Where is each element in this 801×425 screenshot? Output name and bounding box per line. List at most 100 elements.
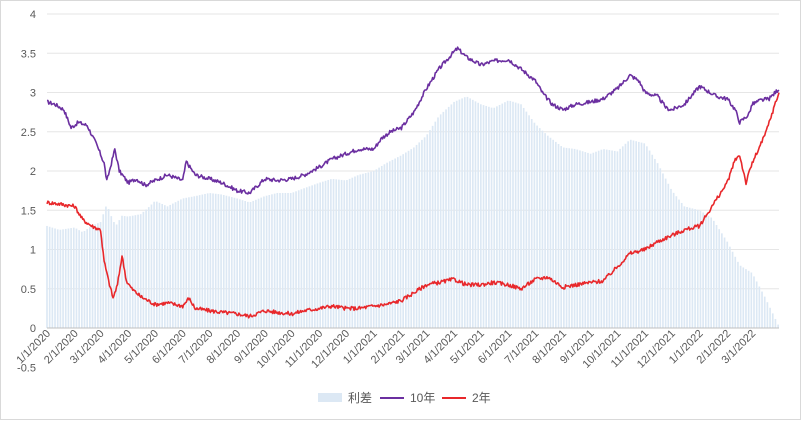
spread-bar: [405, 152, 407, 328]
spread-bar: [504, 102, 506, 329]
spread-bar: [46, 225, 48, 328]
spread-bar: [769, 307, 771, 328]
spread-bar: [364, 173, 367, 328]
spread-bar: [608, 150, 611, 328]
spread-bar: [530, 118, 533, 329]
spread-bar: [209, 193, 212, 328]
spread-bar: [263, 196, 265, 328]
y-tick-label: 4: [30, 9, 36, 21]
spread-bar: [297, 190, 300, 328]
spread-bar: [488, 106, 490, 328]
spread-bar: [627, 141, 629, 328]
spread-bar: [694, 209, 696, 328]
y-tick-label: 2: [30, 166, 36, 178]
spread-bar: [190, 196, 193, 328]
spread-bar: [91, 225, 94, 328]
spread-bar: [584, 152, 587, 328]
spread-bar: [48, 226, 51, 328]
spread-bar: [447, 106, 450, 328]
spread-bar: [648, 150, 651, 328]
yield-lines: [46, 46, 780, 319]
spread-bar: [182, 198, 185, 328]
spread-bar: [145, 209, 147, 328]
spread-bar: [56, 229, 59, 328]
spread-bar: [771, 313, 774, 328]
spread-bar: [94, 224, 97, 328]
spread-bar: [493, 107, 496, 328]
spread-bar: [445, 109, 447, 328]
spread-bar: [696, 209, 699, 328]
spread-bar: [525, 111, 528, 329]
spread-bar: [284, 192, 287, 328]
spread-bar: [137, 214, 139, 328]
spread-bar: [482, 105, 485, 328]
spread-bar: [305, 187, 308, 328]
spread-bar: [761, 291, 763, 328]
spread-bar: [198, 195, 201, 328]
spread-bar: [247, 201, 249, 328]
spread-bar: [595, 151, 597, 328]
spread-bar: [78, 230, 80, 328]
spread-bar: [453, 101, 455, 328]
spread-bar: [750, 272, 753, 328]
spread-bar: [672, 192, 675, 328]
spread-bar: [89, 227, 91, 328]
spread-bar: [777, 324, 779, 328]
spread-bar: [72, 227, 75, 328]
spread-bar: [579, 150, 581, 328]
spread-bar: [316, 183, 319, 328]
spread-bar: [386, 162, 388, 328]
spread-bar: [410, 149, 413, 328]
spread-bar: [121, 215, 123, 328]
spread-bar: [635, 141, 638, 328]
spread-bar: [686, 207, 688, 328]
spread-bar: [185, 197, 188, 328]
spread-bar: [59, 229, 62, 328]
spread-bar: [501, 103, 504, 328]
spread-bar: [554, 141, 557, 328]
spread-bar: [755, 281, 758, 328]
spread-bar: [745, 269, 747, 328]
spread-bar: [166, 206, 169, 328]
spread-bar: [431, 125, 434, 328]
spread-bar: [466, 96, 469, 329]
spread-bar: [126, 216, 129, 328]
spread-bar: [619, 148, 621, 328]
y-tick-label: 1.5: [21, 205, 36, 217]
spread-bar: [774, 318, 777, 328]
spread-bar: [370, 171, 372, 328]
spread-bar: [244, 200, 247, 328]
spread-bar: [255, 199, 257, 328]
spread-bar: [338, 179, 340, 328]
spread-bar: [592, 152, 595, 328]
spread-bar: [643, 143, 646, 328]
spread-bar: [281, 192, 284, 328]
spread-bar: [134, 215, 137, 328]
spread-bar: [718, 229, 721, 328]
spread-bar: [107, 209, 110, 328]
spread-bar: [362, 173, 364, 328]
spread-bar: [204, 193, 206, 328]
spread-bar: [236, 198, 238, 328]
spread-bar: [763, 296, 766, 328]
spread-bar: [477, 102, 479, 328]
spread-bar: [536, 125, 538, 328]
spread-bar: [576, 149, 579, 328]
spread-bar: [721, 233, 723, 328]
spread-bar: [193, 196, 196, 328]
spread-bar: [512, 101, 514, 328]
spread-bar: [86, 229, 89, 328]
spread-bar: [300, 189, 303, 328]
spread-bar: [638, 141, 640, 328]
spread-bar: [704, 214, 707, 328]
spread-bar: [439, 114, 442, 328]
spread-bar: [632, 140, 635, 328]
spread-bar: [546, 135, 549, 328]
spread-bar: [268, 194, 271, 328]
spread-bar: [372, 171, 375, 328]
spread-bar: [265, 195, 268, 328]
spread-bar: [222, 195, 225, 328]
spread-bar: [343, 180, 346, 328]
spread-bar: [322, 181, 324, 328]
spread-bar: [238, 199, 241, 328]
